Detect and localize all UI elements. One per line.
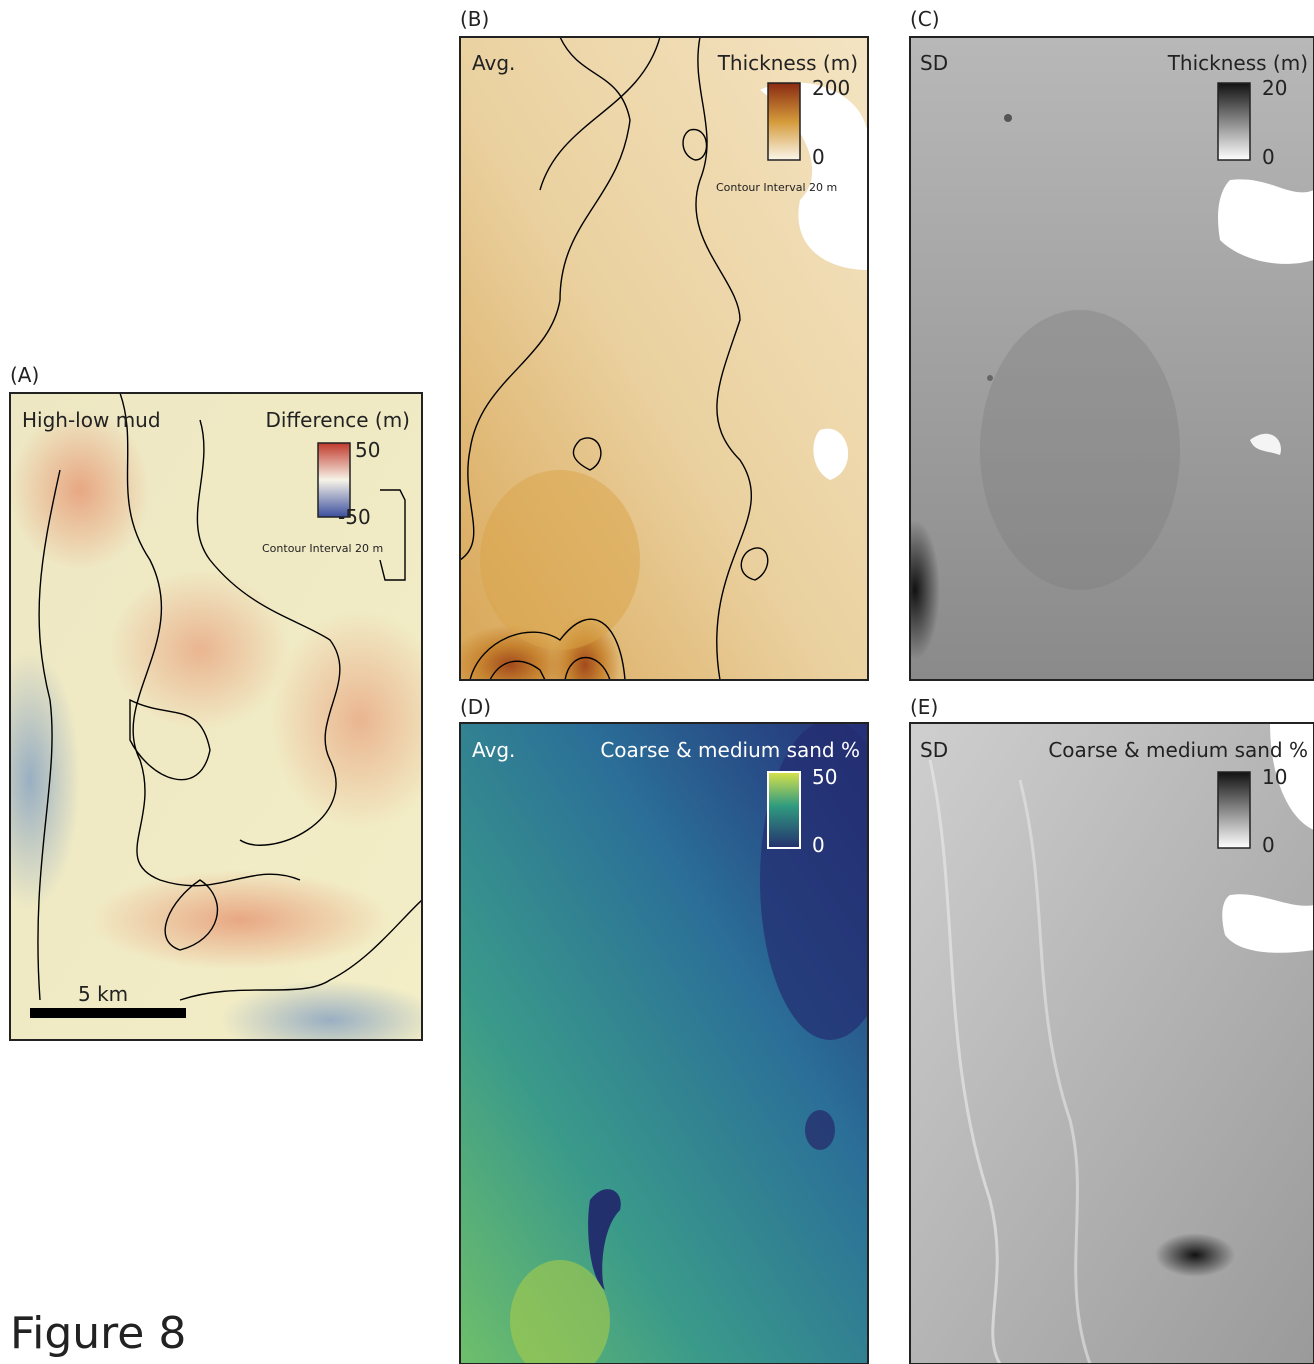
panel-title: High-low mud — [22, 408, 161, 432]
panel-title: Avg. — [472, 51, 515, 75]
map-e — [910, 723, 1314, 1364]
figure-caption: Figure 8 — [10, 1308, 186, 1359]
panel-title: SD — [920, 738, 948, 762]
colorbar — [768, 772, 800, 848]
legend-max: 200 — [812, 76, 850, 100]
panel-title: SD — [920, 51, 948, 75]
colorbar — [1218, 83, 1250, 160]
map-a — [0, 393, 450, 1060]
contour-note: Contour Interval 20 m — [262, 542, 383, 555]
legend-min: -50 — [338, 505, 371, 529]
legend-min: 0 — [1262, 145, 1275, 169]
legend-min: 0 — [1262, 833, 1275, 857]
contour-note: Contour Interval 20 m — [716, 181, 837, 194]
legend-max: 20 — [1262, 76, 1287, 100]
map-d — [460, 720, 900, 1364]
legend-title: Coarse & medium sand % — [1048, 738, 1308, 762]
legend-min: 0 — [812, 145, 825, 169]
panel-label: (B) — [460, 7, 489, 31]
legend-title: Coarse & medium sand % — [600, 738, 860, 762]
scale-bar — [30, 1008, 186, 1018]
legend-title: Thickness (m) — [1167, 51, 1308, 75]
legend-max: 50 — [812, 765, 837, 789]
legend-min: 0 — [812, 833, 825, 857]
map-b — [450, 37, 868, 715]
legend-title: Thickness (m) — [717, 51, 858, 75]
panel-label: (E) — [910, 695, 938, 719]
colorbar — [1218, 772, 1250, 848]
scale-label: 5 km — [78, 982, 128, 1006]
colorbar — [768, 83, 800, 160]
panel-label: (D) — [460, 695, 491, 719]
legend-max: 10 — [1262, 765, 1287, 789]
legend-max: 50 — [355, 438, 380, 462]
legend-title: Difference (m) — [265, 408, 410, 432]
panel-label: (C) — [910, 7, 940, 31]
panel-title: Avg. — [472, 738, 515, 762]
figure: (A) High-low mud Difference (m) 50 -50 C… — [0, 0, 1314, 1364]
panel-label: (A) — [10, 363, 39, 387]
